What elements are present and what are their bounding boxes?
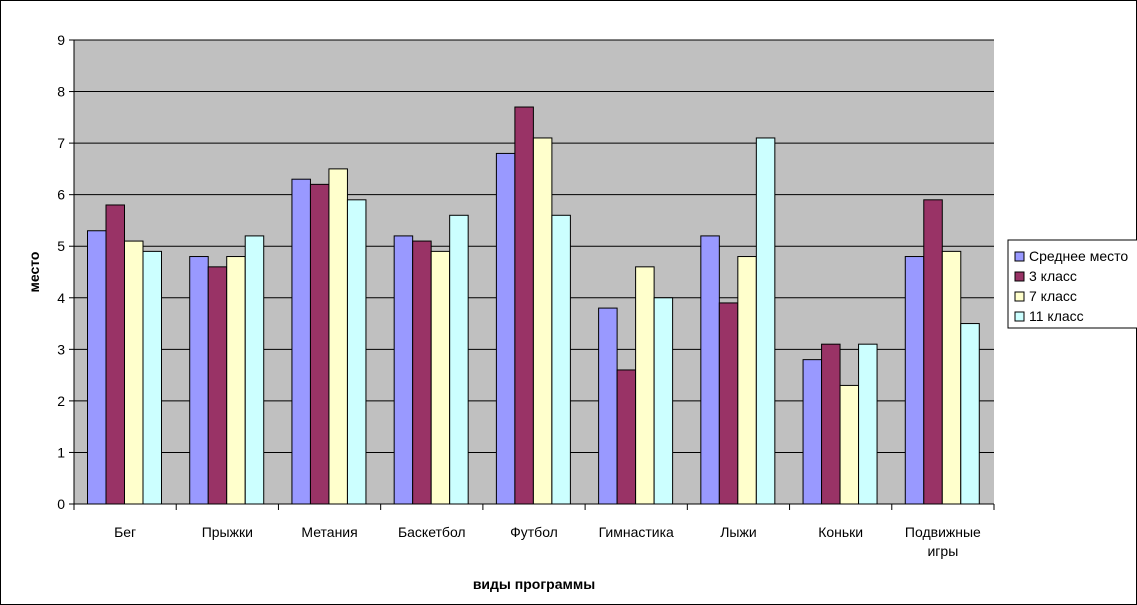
y-tick-label: 8 bbox=[57, 84, 65, 100]
bar bbox=[346, 199, 367, 505]
bar bbox=[226, 256, 246, 505]
y-axis-title: место bbox=[26, 252, 42, 293]
legend-label: 3 класс bbox=[1029, 268, 1077, 284]
y-tick-label: 6 bbox=[57, 187, 65, 203]
x-axis-title: виды программы bbox=[473, 576, 595, 592]
y-tick-label: 4 bbox=[57, 290, 65, 306]
bar bbox=[207, 266, 228, 505]
bar bbox=[635, 266, 655, 505]
y-tick-label: 9 bbox=[57, 32, 65, 48]
bar bbox=[960, 323, 980, 505]
bar bbox=[393, 235, 414, 505]
bar bbox=[430, 250, 451, 505]
legend-label: 11 класс bbox=[1029, 308, 1084, 324]
y-tick-label: 5 bbox=[57, 238, 65, 254]
bar bbox=[616, 369, 637, 505]
bar bbox=[291, 178, 311, 505]
legend-swatch bbox=[1014, 271, 1025, 282]
y-tick-label: 0 bbox=[57, 496, 65, 512]
bar bbox=[87, 230, 107, 505]
bar bbox=[700, 235, 720, 505]
legend-swatch bbox=[1014, 311, 1025, 322]
legend-swatch bbox=[1014, 291, 1025, 302]
bar bbox=[802, 359, 823, 505]
bar bbox=[495, 152, 516, 505]
bar bbox=[532, 137, 553, 505]
x-category-label: Гимнастика bbox=[599, 524, 674, 540]
bar bbox=[189, 256, 209, 505]
y-tick-label: 2 bbox=[57, 393, 65, 409]
y-tick-label: 1 bbox=[57, 444, 65, 460]
bar bbox=[821, 343, 841, 505]
y-tick-label: 7 bbox=[57, 135, 65, 151]
x-category-label: Подвижные bbox=[905, 524, 981, 540]
legend-label: 7 класс bbox=[1029, 288, 1077, 304]
x-category-label: Лыжи bbox=[720, 524, 756, 540]
bar bbox=[923, 199, 943, 505]
bar bbox=[598, 307, 618, 505]
legend-box bbox=[1007, 239, 1137, 329]
y-tick-labels: 0 1 2 3 4 5 6 7 8 9 bbox=[57, 32, 65, 512]
bar bbox=[514, 106, 534, 505]
bar bbox=[142, 250, 162, 505]
legend-swatch bbox=[1014, 251, 1025, 262]
bar bbox=[839, 384, 860, 505]
x-category-label: Бег bbox=[114, 524, 136, 540]
axes bbox=[69, 39, 995, 510]
bar bbox=[718, 302, 739, 505]
x-category-labels: Бег Прыжки Метания Баскетбол Футбол Гимнастик… bbox=[114, 524, 981, 559]
x-category-label: Прыжки bbox=[202, 524, 253, 540]
bar bbox=[653, 297, 674, 505]
bar bbox=[941, 250, 962, 505]
x-category-label: Метания bbox=[301, 524, 357, 540]
x-category-label: Баскетбол bbox=[398, 524, 466, 540]
bar bbox=[737, 256, 757, 505]
bar bbox=[328, 168, 348, 505]
bars-group bbox=[87, 106, 980, 505]
legend-label: Среднее место bbox=[1029, 248, 1128, 264]
x-category-label: игры bbox=[927, 543, 958, 559]
bar bbox=[124, 240, 144, 505]
bar bbox=[858, 343, 878, 505]
bar bbox=[244, 235, 265, 505]
bar bbox=[105, 204, 125, 505]
bar bbox=[309, 183, 330, 505]
bar bbox=[449, 214, 469, 505]
y-tick-label: 3 bbox=[57, 341, 65, 357]
bar bbox=[904, 256, 925, 505]
x-category-label: Футбол bbox=[510, 524, 558, 540]
bar bbox=[755, 137, 776, 505]
x-category-label: Коньки bbox=[818, 524, 863, 540]
bar bbox=[412, 240, 432, 505]
legend: Среднее место 3 класс 7 класс 11 класс bbox=[1007, 239, 1137, 329]
bar bbox=[551, 214, 571, 505]
